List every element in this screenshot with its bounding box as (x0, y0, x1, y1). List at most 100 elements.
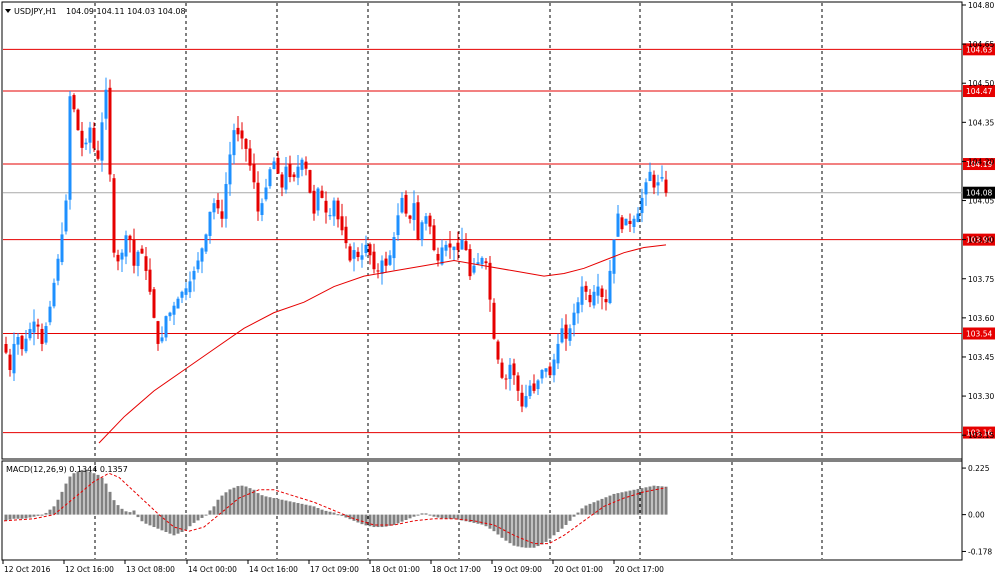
horizontal-levels (3, 48, 962, 434)
candle-body (380, 260, 384, 274)
macd-bar (188, 514, 192, 527)
macd-bar (404, 514, 408, 520)
macd-bar (532, 514, 536, 548)
candle-body (520, 392, 524, 407)
collapse-arrow-icon[interactable] (5, 9, 11, 13)
level-tag-label: 104.19 (966, 160, 992, 169)
candle-body (376, 270, 380, 272)
candle-body (48, 306, 52, 323)
macd-y-tick-label: 0.00 (968, 511, 985, 520)
macd-bar (508, 514, 512, 544)
candle-body (244, 138, 248, 149)
level-tag-label: 104.63 (966, 45, 992, 54)
candle-body (436, 253, 440, 261)
current-price-label: 104.08 (966, 189, 992, 198)
moving-average (98, 244, 667, 444)
macd-bar (496, 514, 500, 535)
candle-body (544, 368, 548, 372)
candle-body (528, 385, 532, 397)
macd-bar (392, 514, 396, 525)
candle-body (384, 258, 388, 266)
candle-body (588, 294, 592, 303)
candle-body (156, 321, 160, 344)
macd-bar (652, 485, 656, 515)
candle-body (584, 285, 588, 292)
candle-body (92, 127, 96, 149)
candle-body (352, 250, 356, 259)
candle-body (160, 337, 164, 342)
macd-bar (320, 509, 324, 515)
macd-bar (368, 514, 372, 527)
candle-body (444, 244, 448, 251)
x-tick-label: 20 Oct 01:00 (554, 565, 603, 574)
macd-bar (288, 501, 292, 515)
x-tick-label: 14 Oct 16:00 (249, 565, 298, 574)
candle-body (316, 188, 320, 211)
candle-body (28, 329, 32, 339)
macd-bar (24, 514, 28, 519)
candle-body (112, 178, 116, 253)
macd-bar (312, 506, 316, 515)
macd-bar (416, 514, 420, 516)
time-axis: 12 Oct 2016 12 Oct 16:00 13 Oct 08:00 14 Oc… (2, 560, 664, 574)
candle-body (8, 354, 12, 370)
macd-bar (184, 514, 188, 530)
candle-body (220, 211, 224, 219)
candle-body (128, 235, 132, 240)
candle-body (204, 234, 208, 252)
macd-bar (112, 500, 116, 515)
macd-bar (92, 473, 96, 515)
macd-bar (452, 514, 456, 519)
macd-bar (284, 500, 288, 515)
macd-bar (328, 511, 332, 515)
macd-bar (344, 514, 348, 518)
macd-bar (256, 493, 260, 515)
macd-bar (336, 514, 340, 516)
candle-body (396, 215, 400, 236)
candle-body (248, 148, 252, 166)
candle-body (44, 326, 48, 343)
candle-body (324, 200, 328, 213)
candle-body (596, 286, 600, 296)
macd-plot-frame (1, 460, 963, 561)
y-tick-label: 103.45 (968, 353, 994, 362)
candle-body (228, 154, 232, 185)
x-tick-label: 18 Oct 01:00 (371, 565, 420, 574)
macd-bar (224, 492, 228, 515)
candle-body (104, 89, 108, 119)
candle-body (80, 130, 84, 148)
candle-body (88, 127, 92, 143)
candle-body (412, 203, 416, 220)
candle-body (536, 380, 540, 390)
level-tag (963, 158, 995, 171)
candle-body (388, 255, 392, 265)
macd-bar (48, 509, 52, 515)
candle-body (592, 291, 596, 306)
macd-bar (400, 514, 404, 522)
macd-bar (384, 514, 388, 527)
candle-body (356, 251, 360, 258)
macd-bar (520, 514, 524, 548)
candle-body (344, 226, 348, 244)
candle-body (144, 256, 148, 271)
macd-bar (364, 514, 368, 526)
macd-bar (352, 514, 356, 521)
macd-bar (564, 514, 568, 525)
macd-bar (228, 489, 232, 515)
macd-bar (556, 514, 560, 532)
x-tick-label: 19 Oct 09:00 (493, 565, 542, 574)
candle-body (260, 203, 264, 215)
current-price-tag (963, 186, 995, 199)
macd-bar (272, 498, 276, 515)
candle-body (212, 203, 216, 213)
macd-bar (160, 514, 164, 531)
level-tag (963, 43, 995, 56)
macd-bar (516, 514, 520, 547)
macd-bar (208, 510, 212, 515)
macd-bar (552, 514, 556, 536)
candle-body (224, 184, 228, 219)
macd-bar (140, 514, 144, 522)
macd-bar (580, 508, 584, 515)
candle-body (132, 239, 136, 266)
